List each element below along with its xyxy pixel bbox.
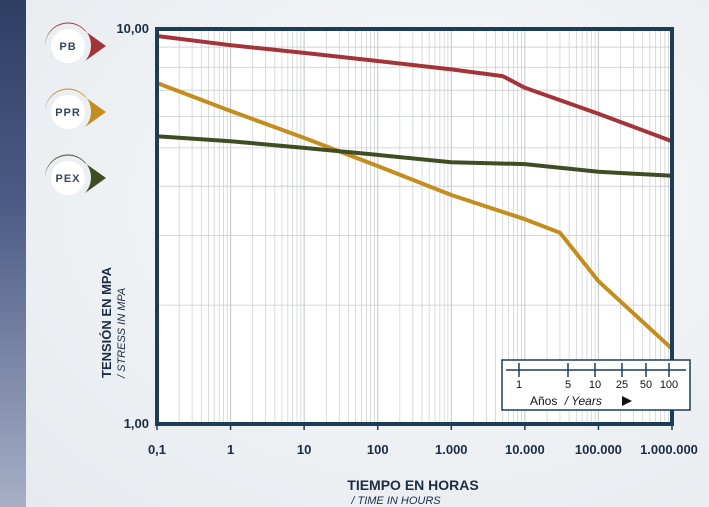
years-tick-label: 25 (616, 379, 628, 391)
series-line-pex (155, 134, 674, 178)
years-inset: 1 5 10 25 50 100 Años / Years (501, 359, 691, 411)
years-ticks: 1 5 10 25 50 100 (516, 363, 678, 391)
series-line-pb (155, 34, 674, 144)
years-tick-label: 10 (589, 379, 601, 391)
x-tick-label: 1.000.000 (640, 442, 698, 457)
years-tick-label: 50 (640, 379, 652, 391)
x-tick-label: 0,1 (148, 442, 166, 457)
years-label: Años / Years (530, 394, 602, 408)
legend-item-pex: PEX (44, 154, 106, 195)
legend-badge-inner (51, 95, 85, 129)
x-axis-sublabel: / TIME IN HOURS (350, 495, 441, 507)
x-tick-label: 100 (367, 442, 389, 457)
y-axis-ticks: 10,00 1,00 (116, 21, 149, 431)
y-axis-sublabel: / STRESS IN MPA (116, 288, 128, 379)
legend-badge-shape (44, 88, 106, 127)
years-tick-label: 1 (516, 379, 522, 391)
years-tick-label: 5 (565, 379, 571, 391)
y-tick-label: 1,00 (124, 416, 149, 431)
years-inset-frame (501, 359, 691, 411)
legend-badge-label: PPR (55, 107, 81, 119)
series-line-ppr (155, 81, 674, 351)
x-tick-label: 1 (227, 442, 234, 457)
legend-item-pb: PB (44, 22, 106, 63)
years-tick-label: 100 (660, 379, 678, 391)
plot-area (157, 29, 672, 424)
years-label-text: Años (530, 394, 557, 408)
x-tick-label: 10 (297, 442, 311, 457)
x-axis-label: TIEMPO EN HORAS (347, 477, 478, 493)
legend-badge-label: PEX (55, 173, 80, 185)
x-tick-label: 100.000 (575, 442, 622, 457)
y-axis-label: TENSIÓN EN MPA (99, 266, 114, 378)
legend-badge-shape (44, 154, 106, 193)
x-tick-label: 10.000 (505, 442, 545, 457)
legend-badge-inner (51, 29, 85, 63)
x-axis-ticks: 0,1 1 10 100 1.000 10.000 100.000 1.000.000 (148, 424, 698, 457)
y-tick-label: 10,00 (116, 21, 149, 36)
legend: PB PPR PEX (44, 22, 106, 195)
legend-badge-shape (44, 22, 106, 61)
series-lines (155, 34, 674, 351)
x-tick-label: 1.000 (435, 442, 468, 457)
arrow-right-icon (622, 396, 632, 406)
years-label-sub: / Years (564, 394, 602, 408)
grid-lines (156, 29, 672, 424)
legend-item-ppr: PPR (44, 88, 106, 129)
side-stripe (0, 0, 26, 507)
legend-badge-inner (51, 161, 85, 195)
legend-badge-label: PB (59, 41, 76, 53)
plot-frame (155, 27, 674, 426)
